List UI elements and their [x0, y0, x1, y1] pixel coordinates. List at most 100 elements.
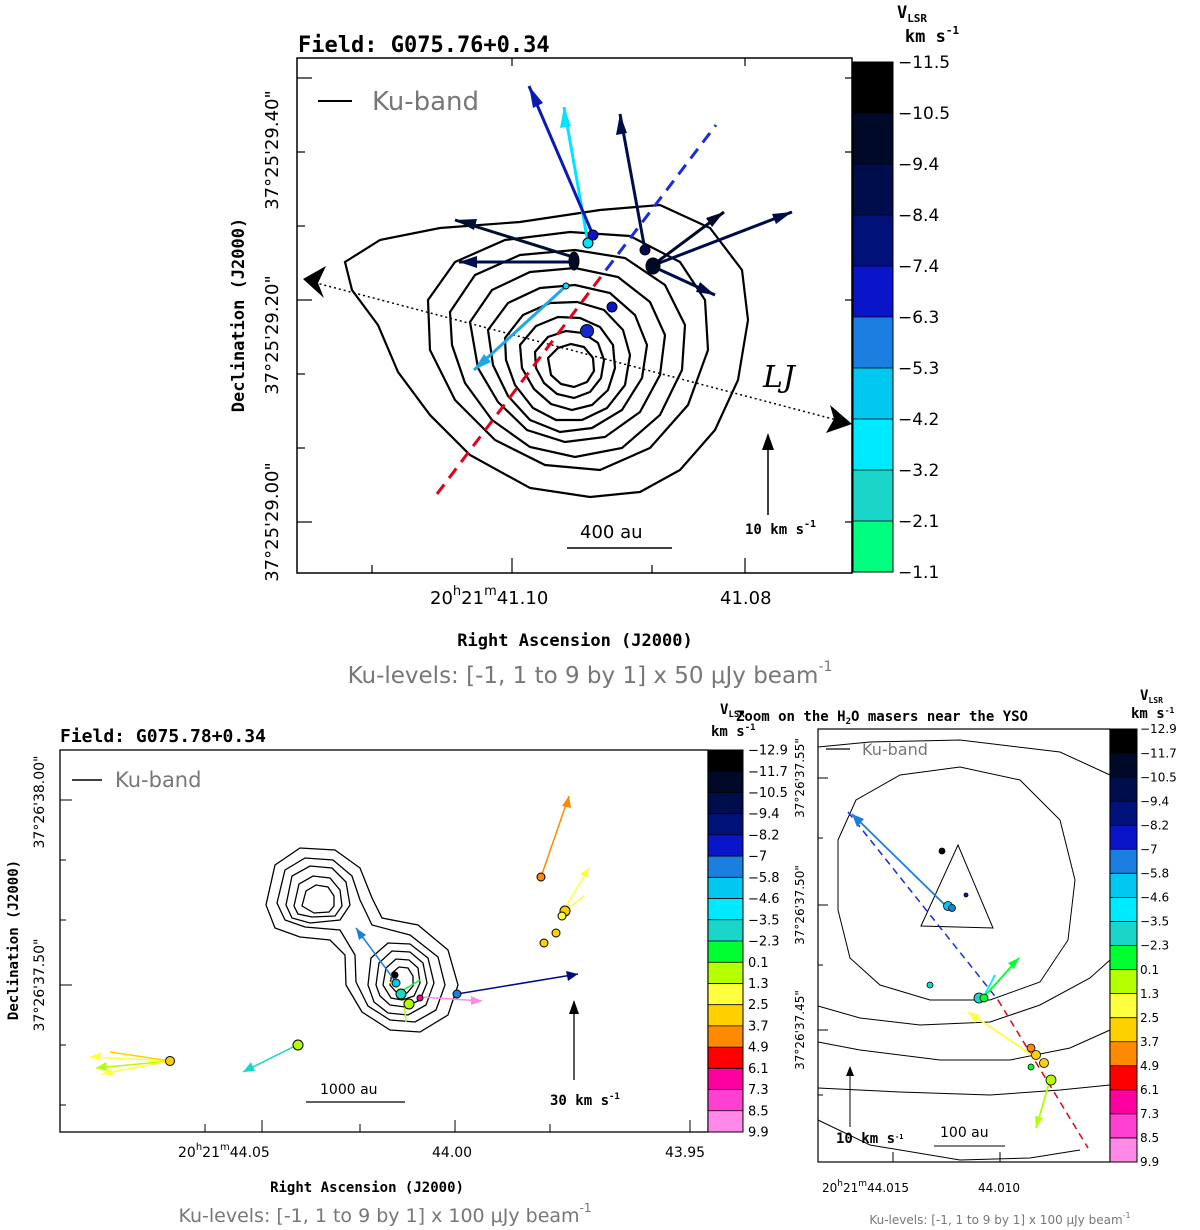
- colorbar-segment: [708, 1089, 743, 1112]
- x-tick-s: 44.05: [230, 1145, 270, 1161]
- maser-arrowhead: [102, 1068, 113, 1076]
- maser-arrow: [618, 113, 647, 251]
- colorbar-segment: [708, 750, 743, 772]
- maser-spot: [580, 324, 594, 338]
- legend-label: Ku-band: [862, 740, 928, 759]
- maser-spot: [551, 928, 561, 938]
- maser-arrow: [527, 85, 595, 236]
- panel-b-colorbar: −12.9 −11.7 −10.5 −9.4 −8.2 −7 −5.8 −4.6 −3.5 −2.…: [707, 744, 788, 1141]
- panel-a-maser-dots: [562, 229, 661, 338]
- velocity-ref-label: 10 km s-1: [836, 1131, 903, 1147]
- ku-contour-4: [817, 1029, 1111, 1061]
- maser-arrow: [653, 210, 793, 267]
- panel-b-frame: [59, 749, 709, 1133]
- x-tick-h-unit: h: [453, 584, 461, 599]
- velocity-ref-label: 10 km s-1: [745, 519, 816, 538]
- colorbar-segment: [1110, 1017, 1137, 1043]
- maser-arrowhead: [474, 354, 491, 370]
- x-tick-label: 44.00: [432, 1145, 472, 1161]
- colorbar-tick-label: −12.9: [1140, 722, 1177, 736]
- colorbar-segment: [853, 317, 893, 369]
- red-dashed-axis: [435, 269, 608, 495]
- colorbar-tick-label: 9.9: [748, 1126, 769, 1141]
- ku-contour-5: [817, 1084, 1111, 1096]
- maser-arrowhead: [243, 1062, 255, 1072]
- maser-spot: [292, 1039, 304, 1051]
- maser-arrowhead: [1035, 1116, 1043, 1128]
- maser-arrowhead: [696, 282, 715, 295]
- maser-spot: [1045, 1074, 1057, 1086]
- ku-contour-3: [817, 959, 1111, 1026]
- maser-spot: [639, 244, 651, 256]
- x-tick-m: 21: [202, 1145, 220, 1161]
- maser-arrow: [472, 284, 568, 372]
- y-tick-label: 37°26'37.55": [793, 738, 807, 818]
- colorbar-segment: [708, 834, 743, 857]
- legend-label: Ku-band: [115, 768, 201, 792]
- maser-arrow: [562, 106, 590, 244]
- maser-spot: [963, 892, 969, 898]
- maser-arrowhead: [455, 219, 477, 230]
- colorbar-tick-label: 8.5: [1140, 1131, 1159, 1145]
- ku-levels-exp: -1: [580, 1201, 592, 1215]
- colorbar-tick-label: 7.3: [1140, 1107, 1159, 1121]
- colorbar-tick-label: −4.6: [1140, 891, 1169, 905]
- x-axis-label: Right Ascension (J2000): [457, 631, 692, 651]
- colorbar-segment: [853, 368, 893, 420]
- colorbar-unit: km s-1: [711, 723, 756, 740]
- ku-contour-3: [285, 865, 351, 924]
- ku-levels: Ku-levels: [-1, 1 to 9 by 1] x 50 μJy be…: [348, 659, 833, 689]
- y-axis-label: Declination (J2000): [6, 860, 22, 1020]
- ku-contour-4: [293, 875, 343, 918]
- colorbar-segment: [708, 898, 743, 921]
- ku-contour-5: [486, 283, 649, 434]
- panel-c-title: Zoom on the H2O masers near the YSO: [736, 709, 1028, 727]
- x-tick-m: 21: [461, 588, 484, 609]
- x-tick-label: 41.08: [720, 588, 772, 609]
- colorbar-segment: [1110, 945, 1137, 971]
- colorbar-segment: [708, 1004, 743, 1027]
- colorbar-title-v: V: [897, 3, 907, 23]
- colorbar-segment: [1110, 825, 1137, 850]
- maser-arrow: [540, 795, 570, 878]
- maser-arrowhead: [616, 114, 627, 135]
- ku-contour-9: [546, 342, 596, 389]
- panel-b-masers: [89, 795, 590, 1076]
- ku-contour-7: [920, 843, 994, 929]
- panel-c-colorbar: −12.9 −11.7 −10.5 −9.4 −8.2 −7 −5.8 −4.6 −3.5 −2.…: [1109, 722, 1177, 1169]
- colorbar-title-v: V: [1140, 688, 1149, 704]
- colorbar-tick-label: −5.3: [898, 359, 939, 379]
- colorbar-tick-label: 6.1: [1140, 1083, 1159, 1097]
- x-tick-m: 21: [843, 1181, 858, 1195]
- maser-arrow: [967, 1011, 1037, 1059]
- y-tick-label: 37°26'37.45": [793, 990, 807, 1070]
- colorbar-tick-label: −7.4: [898, 257, 939, 277]
- colorbar-segment: [1110, 873, 1137, 898]
- colorbar-segment: [1110, 753, 1137, 778]
- colorbar-tick-label: −5.8: [1140, 867, 1169, 881]
- colorbar-tick-label: 0.1: [1140, 963, 1159, 977]
- panel-a-contours: [343, 203, 750, 499]
- colorbar-unit-exp: -1: [1165, 706, 1175, 715]
- colorbar-segment: [708, 771, 743, 793]
- colorbar-tick-label: −11.5: [898, 53, 950, 73]
- scale-bar-label: 400 au: [580, 522, 643, 543]
- panel-a-masers: [454, 85, 793, 372]
- colorbar-unit-text: km s: [711, 724, 745, 740]
- colorbar-segment: [708, 877, 743, 900]
- colorbar-unit-text: km s: [905, 27, 946, 47]
- colorbar-tick-label: −2.3: [1140, 939, 1169, 953]
- colorbar-tick-label: 3.7: [1140, 1035, 1159, 1049]
- maser-spot: [606, 301, 618, 313]
- colorbar-unit-exp: -1: [946, 24, 960, 37]
- colorbar-tick-label: −2.3: [748, 935, 780, 950]
- x-tick-h: 20: [822, 1181, 837, 1195]
- blue-dashed-axis: [847, 811, 999, 1001]
- maser-arrow: [95, 1060, 171, 1069]
- maser-spot: [938, 847, 946, 855]
- colorbar-segment: [853, 521, 893, 573]
- colorbar-tick-label: −10.5: [1140, 770, 1177, 784]
- ku-contour-8: [382, 958, 421, 1001]
- panel-c-title-pre: Zoom on the H: [736, 709, 846, 725]
- colorbar-segment: [1110, 1137, 1137, 1163]
